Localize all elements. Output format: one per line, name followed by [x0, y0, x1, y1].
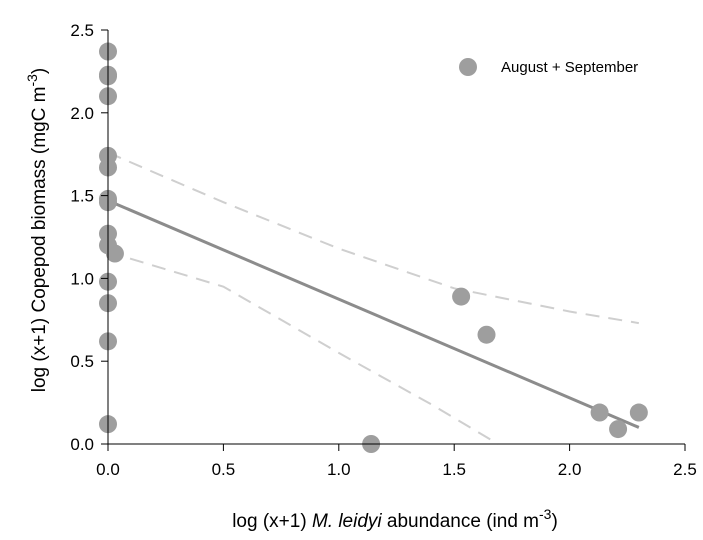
y-tick-label: 0.5	[70, 352, 94, 371]
x-tick-label: 2.0	[558, 460, 582, 479]
y-tick-label: 2.0	[70, 104, 94, 123]
plot-area	[99, 42, 648, 453]
x-tick-label: 0.5	[212, 460, 236, 479]
x-axis-title: log (x+1) M. leidyi abundance (ind m-3)	[232, 506, 558, 532]
data-point	[590, 403, 609, 422]
x-tick-label: 1.0	[327, 460, 351, 479]
y-tick-label: 0.0	[70, 435, 94, 454]
data-point	[477, 325, 496, 344]
legend-label: August + September	[501, 59, 638, 76]
x-tick-label: 1.5	[442, 460, 466, 479]
y-tick-label: 2.5	[70, 21, 94, 40]
confidence-band-lower	[107, 250, 499, 445]
regression-line	[107, 199, 640, 429]
data-point	[105, 244, 124, 263]
x-tick-label: 0.0	[96, 460, 120, 479]
legend-marker	[459, 58, 477, 76]
y-axis-title: log (x+1) Copepod biomass (mgC m-3)	[24, 68, 50, 393]
x-tick-label: 2.5	[673, 460, 697, 479]
axes: 0.0 0.5 1.0 1.5 2.0 2.5 0.0 0.5 1.0 1.5 2.0 2.5	[70, 21, 696, 479]
data-point	[609, 420, 628, 439]
confidence-band-upper	[107, 151, 640, 325]
y-tick-label: 1.5	[70, 187, 94, 206]
legend: August + September	[459, 58, 638, 76]
data-point	[452, 287, 471, 306]
y-tick-label: 1.0	[70, 269, 94, 288]
data-point	[629, 403, 648, 422]
